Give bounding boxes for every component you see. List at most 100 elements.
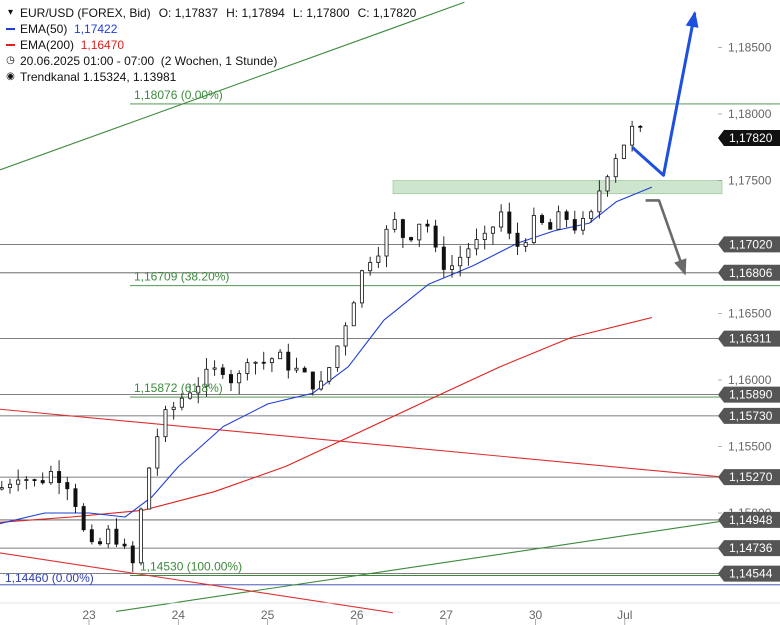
price-tag-label: 1,15730 <box>729 409 773 423</box>
trend-line-lower-channel <box>116 512 777 612</box>
x-tick-label-6: Jul <box>617 608 632 622</box>
candle-19 <box>155 428 160 476</box>
candle-72 <box>589 209 594 223</box>
candle-25 <box>204 358 209 397</box>
arrow-bullish <box>631 12 697 177</box>
candle-46 <box>376 246 381 268</box>
candle-8 <box>65 477 70 501</box>
candle-67 <box>548 218 553 230</box>
candle-29 <box>237 370 242 395</box>
price-tag-label: 1,14948 <box>729 513 773 527</box>
ema-layer <box>0 186 653 525</box>
y-tick-label-0: 1,18500 <box>728 41 772 55</box>
ema50-label: EMA(50) <box>20 22 68 36</box>
y-tick-label-2: 1,17500 <box>728 174 772 188</box>
price-tag-6: 1,15270 <box>718 469 780 486</box>
chart-legend: ▾ EUR/USD (FOREX, Bid) O: 1,17837 H: 1,1… <box>6 5 416 85</box>
current-price-tag: 1,17820 <box>718 129 780 146</box>
candle-20 <box>163 405 168 442</box>
candle-23 <box>188 384 193 400</box>
ema200-value: 1,16470 <box>80 38 125 52</box>
x-tick-label-2: 25 <box>261 608 275 622</box>
ohlc-high-value: 1,17894 <box>241 6 285 20</box>
ohlc-low-value: 1,17800 <box>306 6 350 20</box>
candle-41 <box>335 345 340 372</box>
candle-61 <box>499 204 504 232</box>
price-tag-4: 1,15890 <box>718 386 780 403</box>
candle-73 <box>597 180 602 219</box>
candle-43 <box>351 300 356 327</box>
resistance-zone <box>392 180 723 195</box>
candle-5 <box>40 472 45 485</box>
candle-68 <box>556 205 561 230</box>
low-label: 1,14460 (0.00%) <box>5 571 94 585</box>
candle-35 <box>286 343 291 379</box>
fib-label-0: 1,18076 (0.00%) <box>134 88 223 102</box>
candle-77 <box>630 120 635 152</box>
arrow-bearish <box>645 199 687 275</box>
arrow-head-bullish <box>685 10 699 28</box>
candle-13 <box>106 524 111 548</box>
y-tick-label-4: 1,16000 <box>728 373 772 387</box>
candle-1 <box>7 478 12 494</box>
candle-38 <box>310 371 315 396</box>
fib-label-1: 1,16709 (38.20%) <box>134 270 229 284</box>
price-tag-8: 1,14736 <box>718 540 780 557</box>
candle-51 <box>417 223 422 248</box>
resistance-zone-layer <box>392 180 723 195</box>
legend-channel-row[interactable]: ◉ Trendkanal 1.15324, 1.13981 <box>6 69 416 85</box>
ema50-value: 1,17422 <box>74 22 118 36</box>
candle-69 <box>564 209 569 228</box>
candle-63 <box>515 222 520 256</box>
channel-values: 1.15324, 1.13981 <box>82 70 177 84</box>
legend-ema50-row[interactable]: EMA(50) 1,17422 <box>6 21 416 37</box>
candle-40 <box>327 366 332 385</box>
candle-15 <box>122 538 127 549</box>
expand-chevron-icon[interactable]: ▾ <box>7 7 14 18</box>
price-tag-3: 1,16311 <box>718 330 780 347</box>
candle-49 <box>400 218 405 249</box>
candle-60 <box>490 226 495 245</box>
candle-45 <box>368 256 373 276</box>
trend-line-falling-resistance <box>0 408 724 478</box>
candle-58 <box>474 228 479 256</box>
candle-55 <box>450 254 455 278</box>
y-tick-label-5: 1,15500 <box>728 440 772 454</box>
price-tag-label: 1,14544 <box>729 567 773 581</box>
price-tag-label: 1,17020 <box>729 237 773 251</box>
candle-42 <box>343 322 348 356</box>
fib-label-3: 1,14530 (100.00%) <box>140 560 242 574</box>
period-range: (2 Wochen, 1 Stunde) <box>160 54 278 68</box>
candle-3 <box>24 476 29 490</box>
candle-74 <box>605 174 610 197</box>
ema200-label: EMA(200) <box>20 38 75 52</box>
price-tag-7: 1,14948 <box>718 511 780 528</box>
legend-ema200-row[interactable]: EMA(200) 1,16470 <box>6 37 416 53</box>
horizontal-levels-layer <box>0 103 780 586</box>
candle-4 <box>32 478 37 487</box>
candle-47 <box>384 225 389 268</box>
x-axis: 23 24 25 26 27 30 Jul <box>0 602 780 625</box>
y-tick-label-3: 1,16500 <box>728 307 772 321</box>
channel-label: Trendkanal <box>20 70 80 84</box>
candle-33 <box>269 357 274 373</box>
candle-21 <box>171 401 176 420</box>
period-text: 20.06.2025 01:00 - 07:00 <box>20 54 155 68</box>
candle-32 <box>261 351 266 370</box>
candle-64 <box>523 238 528 252</box>
ohlc-open-label: O: <box>158 6 172 20</box>
candles-layer <box>0 120 643 572</box>
candle-12 <box>98 537 103 546</box>
price-tag-label: 1,15890 <box>729 388 773 402</box>
candle-14 <box>114 518 119 548</box>
candle-26 <box>212 360 217 376</box>
price-tag-9: 1,14544 <box>718 565 780 582</box>
ema200-swatch-icon <box>6 44 15 46</box>
candle-34 <box>278 349 283 360</box>
ohlc-open-value: 1,17837 <box>174 6 219 20</box>
scenario-arrows-layer <box>631 10 699 276</box>
candle-71 <box>580 211 585 235</box>
candle-39 <box>319 371 324 391</box>
legend-instrument-row: ▾ EUR/USD (FOREX, Bid) O: 1,17837 H: 1,1… <box>6 5 416 21</box>
